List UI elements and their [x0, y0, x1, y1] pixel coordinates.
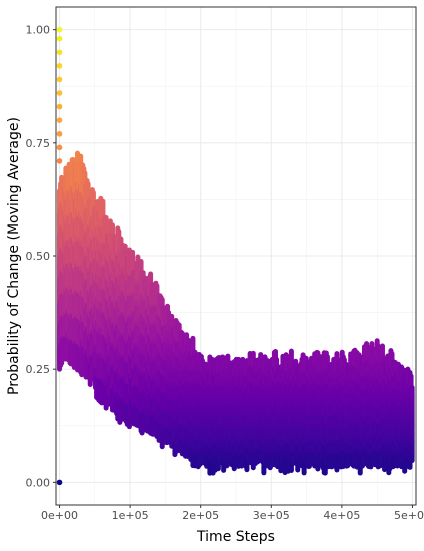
y-tick-label: 0.75 [26, 137, 51, 150]
data-point [56, 117, 63, 123]
data-point [56, 103, 63, 110]
x-tick-label: 3e+05 [253, 509, 290, 522]
x-axis-title: Time Steps [196, 529, 275, 545]
data-point [56, 130, 63, 137]
x-axis: 0e+00 1e+05 2e+05 3e+05 4e+05 5e+05 [41, 505, 424, 522]
data-point [56, 158, 63, 164]
data-point [56, 35, 63, 42]
y-axis-title: Probability of Change (Moving Average) [6, 117, 22, 395]
x-tick-label: 2e+05 [182, 509, 219, 522]
x-tick-label: 1e+05 [112, 509, 149, 522]
y-tick-label: 1.00 [26, 24, 51, 37]
data-point [56, 63, 63, 69]
data-point [56, 144, 63, 151]
data-point [56, 90, 63, 96]
y-tick-label: 0.50 [26, 250, 51, 263]
y-tick-label: 0.25 [26, 363, 51, 376]
y-tick-label: 0.00 [26, 476, 51, 489]
data-point [56, 49, 63, 56]
data-points [56, 26, 415, 486]
data-point [56, 26, 63, 33]
y-axis: 0.00 0.25 0.50 0.75 1.00 [26, 24, 56, 489]
x-tick-label: 0e+00 [41, 509, 78, 522]
data-point [56, 479, 63, 486]
x-tick-label: 5e+05 [394, 509, 424, 522]
x-tick-label: 4e+05 [323, 509, 360, 522]
data-point [56, 76, 63, 83]
